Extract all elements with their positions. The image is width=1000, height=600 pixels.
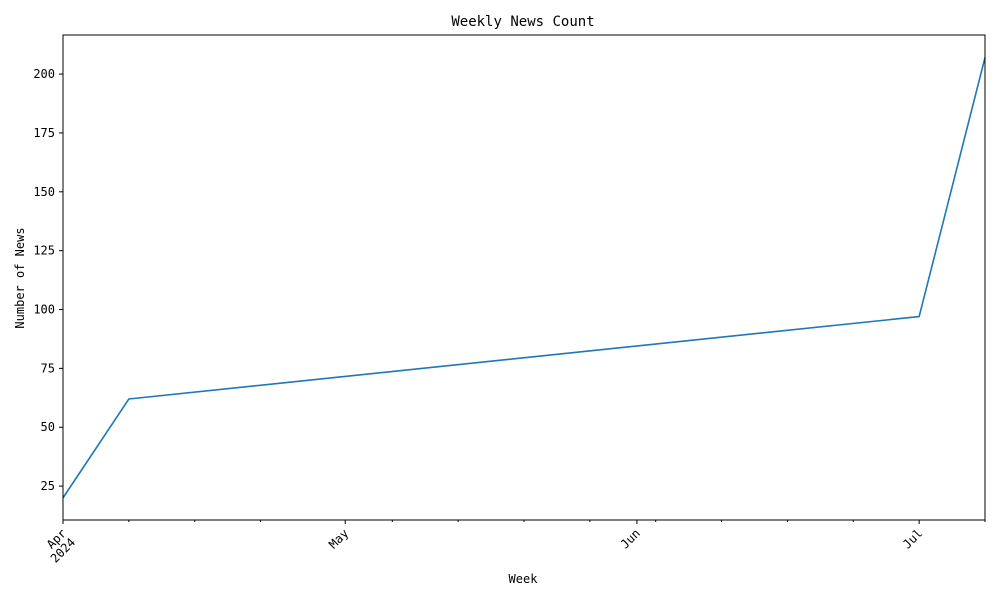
y-tick-label: 150: [33, 185, 55, 199]
series-line: [62, 57, 986, 499]
y-tick-label: 125: [33, 244, 55, 258]
y-tick-label: 50: [41, 420, 55, 434]
plot-frame: [62, 34, 986, 521]
x-tick-label: May: [326, 526, 351, 551]
y-tick-label: 75: [41, 361, 55, 375]
series-layer: [62, 57, 986, 499]
x-tick-label: Jun: [618, 526, 643, 551]
y-tick-label: 200: [33, 67, 55, 81]
x-tick-label: Jul: [900, 526, 925, 551]
x-axis-label: Week: [509, 572, 539, 586]
y-tick-label: 175: [33, 126, 55, 140]
y-tick-label: 100: [33, 303, 55, 317]
y-tick-label: 25: [41, 479, 55, 493]
y-axis-label: Number of News: [13, 227, 27, 328]
chart-title: Weekly News Count: [451, 14, 594, 30]
